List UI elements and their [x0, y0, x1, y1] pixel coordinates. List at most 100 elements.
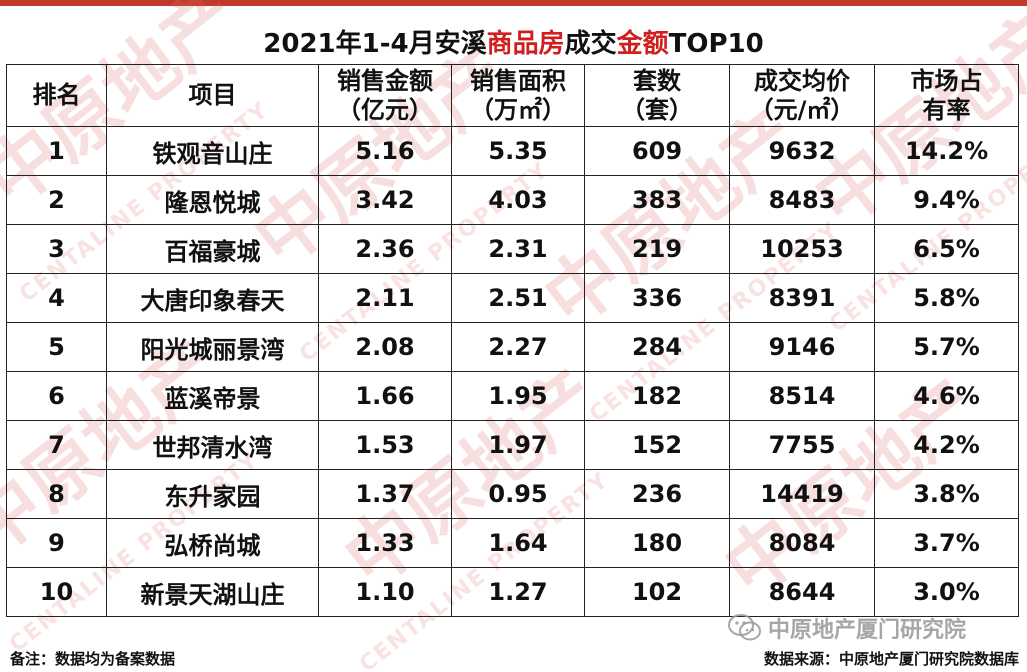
- header-sales-amount-line2: （亿元）: [337, 95, 433, 124]
- cell-share: 3.8%: [874, 469, 1019, 519]
- header-rank: 排名: [6, 64, 107, 127]
- cell-price: 9632: [729, 126, 875, 176]
- cell-share: 6.5%: [874, 224, 1019, 274]
- cell-project: 铁观音山庄: [106, 126, 319, 176]
- header-avg-price-line2: （元/㎡）: [749, 95, 855, 124]
- cell-area: 1.64: [451, 518, 585, 568]
- cell-rank: 4: [6, 273, 107, 323]
- top-accent-bar: [0, 0, 1027, 6]
- header-units-line2: （套）: [621, 95, 693, 124]
- cell-rank: 1: [6, 126, 107, 176]
- cell-project: 阳光城丽景湾: [106, 322, 319, 372]
- cell-units: 152: [584, 420, 730, 470]
- cell-price: 8391: [729, 273, 875, 323]
- cell-project: 东升家园: [106, 469, 319, 519]
- header-units-line1: 套数: [633, 66, 681, 95]
- cell-price: 9146: [729, 322, 875, 372]
- table-row: 2 隆恩悦城 3.42 4.03 383 8483 9.4%: [6, 175, 1019, 225]
- wechat-account-badge: 中原地产厦门研究院: [728, 610, 966, 646]
- cell-amount: 3.42: [318, 175, 452, 225]
- cell-project: 隆恩悦城: [106, 175, 319, 225]
- cell-price: 8084: [729, 518, 875, 568]
- cell-area: 1.95: [451, 371, 585, 421]
- cell-rank: 9: [6, 518, 107, 568]
- cell-area: 1.97: [451, 420, 585, 470]
- header-sales-area: 销售面积 （万㎡）: [451, 64, 585, 127]
- header-sales-amount-line1: 销售金额: [337, 66, 433, 95]
- cell-amount: 2.11: [318, 273, 452, 323]
- cell-amount: 2.36: [318, 224, 452, 274]
- page-title: 2021年1-4月安溪商品房成交金额TOP10: [0, 24, 1027, 64]
- table-row: 9 弘桥尚城 1.33 1.64 180 8084 3.7%: [6, 518, 1019, 568]
- wechat-icon: [728, 614, 761, 641]
- title-suffix: TOP10: [668, 29, 764, 59]
- header-avg-price-line1: 成交均价: [754, 66, 850, 95]
- cell-share: 5.8%: [874, 273, 1019, 323]
- cell-share: 9.4%: [874, 175, 1019, 225]
- cell-price: 14419: [729, 469, 875, 519]
- header-units: 套数 （套）: [584, 64, 730, 127]
- cell-amount: 1.66: [318, 371, 452, 421]
- title-highlight-1: 商品房: [486, 29, 565, 59]
- header-market-share-line2: 有率: [922, 95, 971, 124]
- header-market-share: 市场占 有率: [874, 64, 1019, 127]
- cell-price: 7755: [729, 420, 875, 470]
- cell-price: 10253: [729, 224, 875, 274]
- table-row: 3 百福豪城 2.36 2.31 219 10253 6.5%: [6, 224, 1019, 274]
- cell-units: 336: [584, 273, 730, 323]
- cell-share: 3.0%: [874, 567, 1019, 617]
- title-middle: 成交: [564, 29, 617, 59]
- header-sales-area-line1: 销售面积: [470, 66, 566, 95]
- table-header-row: 排名 项目 销售金额 （亿元） 销售面积 （万㎡） 套数 （套） 成交均价 （元/㎡） …: [6, 64, 1019, 127]
- table-row: 8 东升家园 1.37 0.95 236 14419 3.8%: [6, 469, 1019, 519]
- cell-area: 0.95: [451, 469, 585, 519]
- cell-rank: 3: [6, 224, 107, 274]
- table-row: 6 蓝溪帝景 1.66 1.95 182 8514 4.6%: [6, 371, 1019, 421]
- cell-area: 1.27: [451, 567, 585, 617]
- table-row: 5 阳光城丽景湾 2.08 2.27 284 9146 5.7%: [6, 322, 1019, 372]
- header-avg-price: 成交均价 （元/㎡）: [729, 64, 875, 127]
- cell-price: 8514: [729, 371, 875, 421]
- cell-project: 新景天湖山庄: [106, 567, 319, 617]
- cell-amount: 1.37: [318, 469, 452, 519]
- cell-amount: 2.08: [318, 322, 452, 372]
- cell-rank: 5: [6, 322, 107, 372]
- cell-area: 4.03: [451, 175, 585, 225]
- cell-rank: 7: [6, 420, 107, 470]
- cell-amount: 5.16: [318, 126, 452, 176]
- cell-amount: 1.33: [318, 518, 452, 568]
- cell-area: 2.31: [451, 224, 585, 274]
- cell-area: 2.51: [451, 273, 585, 323]
- cell-project: 大唐印象春天: [106, 273, 319, 323]
- cell-project: 百福豪城: [106, 224, 319, 274]
- table-row: 10 新景天湖山庄 1.10 1.27 102 8644 3.0%: [6, 567, 1019, 617]
- footnote-remark: 备注：数据均为备案数据: [10, 650, 176, 668]
- wechat-account-label: 中原地产厦门研究院: [768, 618, 967, 643]
- cell-rank: 8: [6, 469, 107, 519]
- cell-area: 5.35: [451, 126, 585, 176]
- cell-area: 2.27: [451, 322, 585, 372]
- cell-price: 8483: [729, 175, 875, 225]
- cell-units: 182: [584, 371, 730, 421]
- header-sales-area-line2: （万㎡）: [470, 95, 566, 124]
- cell-rank: 6: [6, 371, 107, 421]
- cell-units: 383: [584, 175, 730, 225]
- header-market-share-line1: 市场占: [910, 66, 983, 95]
- cell-share: 3.7%: [874, 518, 1019, 568]
- table-row: 4 大唐印象春天 2.11 2.51 336 8391 5.8%: [6, 273, 1019, 323]
- header-sales-amount: 销售金额 （亿元）: [318, 64, 452, 127]
- cell-units: 284: [584, 322, 730, 372]
- footnote-source: 数据来源：中原地产厦门研究院数据库: [763, 650, 1019, 668]
- cell-units: 236: [584, 469, 730, 519]
- cell-price: 8644: [729, 567, 875, 617]
- cell-share: 5.7%: [874, 322, 1019, 372]
- table-row: 1 铁观音山庄 5.16 5.35 609 9632 14.2%: [6, 126, 1019, 176]
- cell-rank: 10: [6, 567, 107, 617]
- title-prefix: 2021年1-4月安溪: [263, 29, 487, 59]
- cell-project: 蓝溪帝景: [106, 371, 319, 421]
- cell-units: 609: [584, 126, 730, 176]
- title-highlight-2: 金额: [616, 29, 669, 59]
- cell-units: 102: [584, 567, 730, 617]
- cell-share: 4.2%: [874, 420, 1019, 470]
- cell-share: 14.2%: [874, 126, 1019, 176]
